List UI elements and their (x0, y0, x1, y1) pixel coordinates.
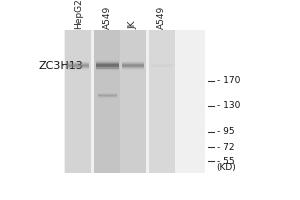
Bar (122, 69, 144, 70)
Bar (67, 70, 89, 71)
Bar (122, 64, 144, 65)
Bar (67, 64, 89, 65)
Text: - 95: - 95 (217, 127, 234, 136)
Bar (67, 65, 89, 66)
Bar (122, 61, 144, 62)
Bar (96, 65, 119, 66)
Text: A549: A549 (103, 6, 112, 29)
Bar (96, 69, 119, 70)
Bar (67, 66, 89, 67)
Bar (122, 63, 144, 64)
Text: (KD): (KD) (217, 163, 236, 172)
Text: - 170: - 170 (217, 76, 240, 85)
Bar (67, 67, 89, 68)
Bar (96, 63, 119, 64)
Text: ZC3H13: ZC3H13 (39, 61, 83, 71)
Bar (122, 65, 144, 66)
Bar (98, 93, 117, 94)
Bar (96, 61, 119, 62)
Bar (67, 61, 89, 62)
Bar (96, 67, 119, 68)
Bar (98, 94, 117, 95)
Bar (98, 96, 117, 97)
Bar (96, 60, 119, 61)
Bar (96, 70, 119, 71)
Bar (98, 95, 117, 96)
Bar (67, 68, 89, 69)
Bar (96, 66, 119, 67)
Bar (67, 62, 89, 63)
Bar (96, 68, 119, 69)
Bar (122, 66, 144, 67)
Bar (122, 67, 144, 68)
Text: - 130: - 130 (217, 101, 240, 110)
Bar (96, 62, 119, 63)
Bar (67, 69, 89, 70)
Text: JK: JK (128, 21, 137, 29)
Text: HepG2: HepG2 (74, 0, 83, 29)
Bar (98, 98, 117, 99)
Bar (67, 63, 89, 64)
Text: - 55: - 55 (217, 157, 234, 166)
Bar (96, 68, 119, 69)
Bar (122, 70, 144, 71)
Bar (98, 97, 117, 98)
Text: A549: A549 (158, 6, 166, 29)
Text: - 72: - 72 (217, 143, 234, 152)
Bar (149, 30, 175, 173)
Bar (96, 64, 119, 65)
Bar (64, 30, 205, 173)
Bar (94, 30, 120, 173)
Bar (122, 68, 144, 69)
Bar (65, 30, 91, 173)
Bar (120, 30, 146, 173)
Bar (122, 62, 144, 63)
